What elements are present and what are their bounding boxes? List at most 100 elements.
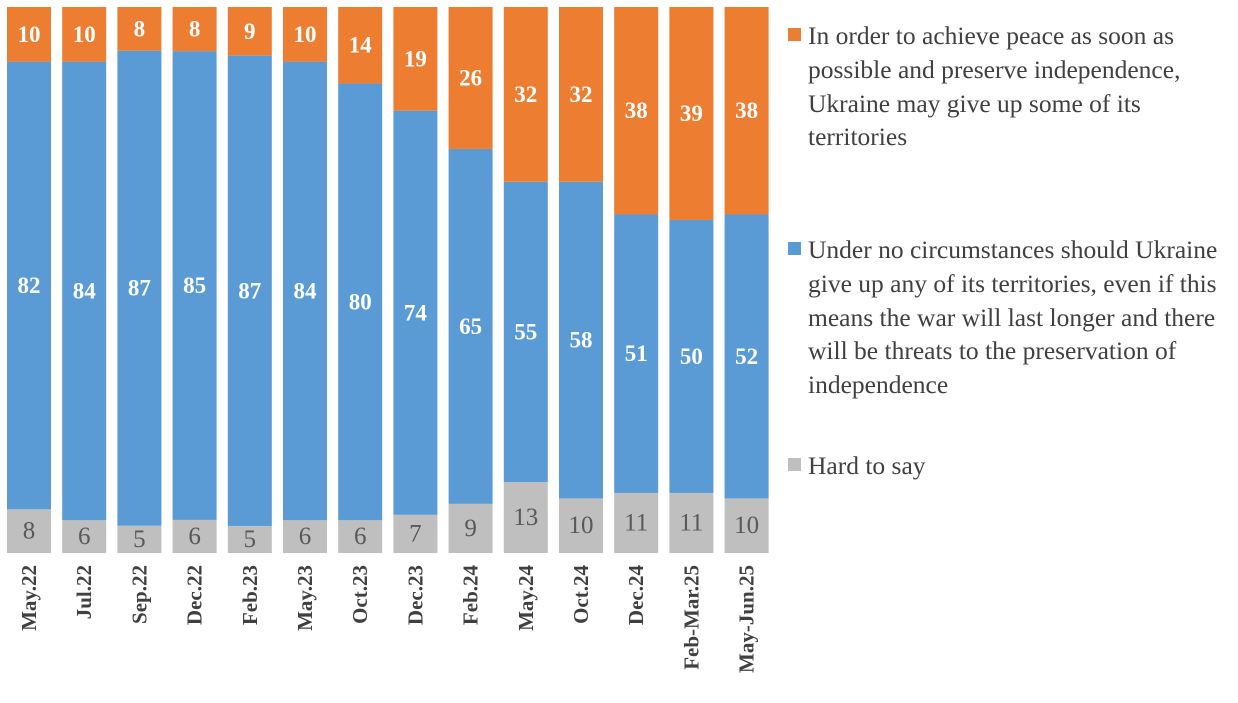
bar-segment-hard-to-say <box>448 503 493 553</box>
data-label-hard-to-say: 6 <box>354 523 367 550</box>
data-label-hard-to-say: 5 <box>133 526 146 553</box>
legend-label: Under no circumstances should Ukraine gi… <box>808 235 1218 400</box>
data-label-no-concessions: 74 <box>404 300 428 325</box>
data-label-no-concessions: 50 <box>680 344 703 369</box>
data-label-hard-to-say: 8 <box>23 518 36 545</box>
bar-segment-give-up-territories <box>393 7 438 111</box>
data-label-hard-to-say: 6 <box>188 523 201 550</box>
data-label-give-up-territories: 10 <box>73 22 96 47</box>
legend-label: In order to achieve peace as soon as pos… <box>808 21 1181 152</box>
bar-segment-give-up-territories <box>559 7 603 182</box>
bar-segment-no-concessions <box>227 55 272 526</box>
bar-segment-no-concessions <box>393 110 438 515</box>
bar-segment-no-concessions <box>117 50 162 526</box>
stacked-bar-chart: 8 82 10 May.22 6 84 10 Jul.22 5 87 8 Sep.22 6 85 8 Dec.… <box>7 7 769 673</box>
data-label-give-up-territories: 8 <box>134 16 146 41</box>
bar-segment-hard-to-say <box>559 498 603 553</box>
data-label-give-up-territories: 14 <box>349 33 373 58</box>
bar-segment-no-concessions <box>338 83 383 521</box>
data-label-give-up-territories: 32 <box>570 82 593 107</box>
bar-segment-no-concessions <box>62 61 107 521</box>
bar-segment-give-up-territories <box>283 7 327 62</box>
x-tick-label-dec-22: Dec.22 <box>183 565 207 625</box>
bar-segment-give-up-territories <box>117 7 162 51</box>
data-label-no-concessions: 84 <box>294 278 318 303</box>
bar-segment-hard-to-say <box>724 498 769 553</box>
data-label-no-concessions: 65 <box>459 314 482 339</box>
legend-swatch-orange <box>788 28 801 41</box>
x-tick-label-feb-mar-25: Feb-Mar.25 <box>679 565 703 670</box>
x-tick-label-dec-23: Dec.23 <box>403 565 427 625</box>
bar-segment-give-up-territories <box>503 7 548 182</box>
bar-segment-hard-to-say <box>117 525 162 553</box>
data-label-give-up-territories: 10 <box>18 22 41 47</box>
x-tick-label-may-23: May.23 <box>293 565 317 631</box>
data-label-give-up-territories: 38 <box>625 98 648 123</box>
bar-segment-give-up-territories <box>172 7 217 52</box>
data-label-no-concessions: 84 <box>73 278 97 303</box>
data-label-give-up-territories: 9 <box>244 19 256 44</box>
data-label-no-concessions: 52 <box>735 344 758 369</box>
bar-segment-no-concessions <box>7 61 51 510</box>
bar-segment-no-concessions <box>448 148 493 504</box>
data-label-give-up-territories: 10 <box>294 22 317 47</box>
legend-swatch-blue <box>788 242 801 255</box>
data-label-hard-to-say: 9 <box>464 515 477 542</box>
data-label-give-up-territories: 32 <box>514 82 537 107</box>
bar-segment-no-concessions <box>724 214 769 499</box>
data-label-hard-to-say: 6 <box>78 523 91 550</box>
bar-segment-hard-to-say <box>338 520 383 553</box>
data-label-hard-to-say: 7 <box>409 520 422 547</box>
bar-segment-no-concessions <box>172 51 217 520</box>
bar-segment-hard-to-say <box>503 482 548 553</box>
x-tick-label-feb-24: Feb.24 <box>459 565 483 626</box>
data-label-hard-to-say: 11 <box>679 509 703 536</box>
bar-segment-give-up-territories <box>338 7 383 84</box>
data-label-give-up-territories: 39 <box>680 101 703 126</box>
bar-segment-no-concessions <box>559 181 603 499</box>
x-tick-label-oct-23: Oct.23 <box>348 565 372 624</box>
bar-segment-give-up-territories <box>669 7 714 220</box>
x-tick-label-oct-24: Oct.24 <box>569 565 593 624</box>
bar-segment-give-up-territories <box>7 7 51 62</box>
bar-segment-hard-to-say <box>62 520 107 553</box>
legend-label: Hard to say <box>808 451 926 480</box>
data-label-hard-to-say: 10 <box>734 512 759 539</box>
data-label-hard-to-say: 5 <box>244 526 257 553</box>
x-tick-label-may-jun-25: May-Jun.25 <box>735 565 759 673</box>
data-label-hard-to-say: 13 <box>513 504 538 531</box>
bar-segment-no-concessions <box>614 214 659 493</box>
data-label-give-up-territories: 19 <box>404 46 427 71</box>
data-label-no-concessions: 87 <box>128 276 151 301</box>
bar-segment-give-up-territories <box>614 7 659 215</box>
bar-segment-hard-to-say <box>393 514 438 553</box>
data-label-give-up-territories: 26 <box>459 65 482 90</box>
data-label-hard-to-say: 10 <box>569 512 594 539</box>
bar-segment-hard-to-say <box>283 520 327 553</box>
bar-segment-hard-to-say <box>669 492 714 553</box>
data-label-no-concessions: 55 <box>514 319 537 344</box>
bar-segment-hard-to-say <box>172 519 217 553</box>
data-label-no-concessions: 87 <box>238 278 261 303</box>
bar-segment-give-up-territories <box>724 7 769 215</box>
bar-segment-no-concessions <box>503 181 548 483</box>
legend-swatch-gray <box>788 458 801 471</box>
bar-segment-give-up-territories <box>448 7 493 149</box>
bar-segment-give-up-territories <box>227 7 272 56</box>
data-label-give-up-territories: 38 <box>735 98 758 123</box>
bar-segment-hard-to-say <box>7 509 51 553</box>
x-tick-label-may-22: May.22 <box>17 565 41 631</box>
data-label-no-concessions: 82 <box>18 273 41 298</box>
data-label-no-concessions: 51 <box>625 341 648 366</box>
x-tick-label-dec-24: Dec.24 <box>624 565 648 626</box>
bar-segment-hard-to-say <box>227 525 272 553</box>
data-label-give-up-territories: 8 <box>189 17 201 42</box>
data-label-hard-to-say: 6 <box>299 523 312 550</box>
bar-segment-no-concessions <box>669 219 714 493</box>
x-tick-label-sep-22: Sep.22 <box>127 565 151 624</box>
x-tick-label-feb-23: Feb.23 <box>238 565 262 625</box>
x-tick-label-jul-22: Jul.22 <box>72 565 96 619</box>
data-label-no-concessions: 85 <box>183 273 206 298</box>
bar-segment-give-up-territories <box>62 7 107 62</box>
x-tick-label-may-24: May.24 <box>514 565 538 631</box>
